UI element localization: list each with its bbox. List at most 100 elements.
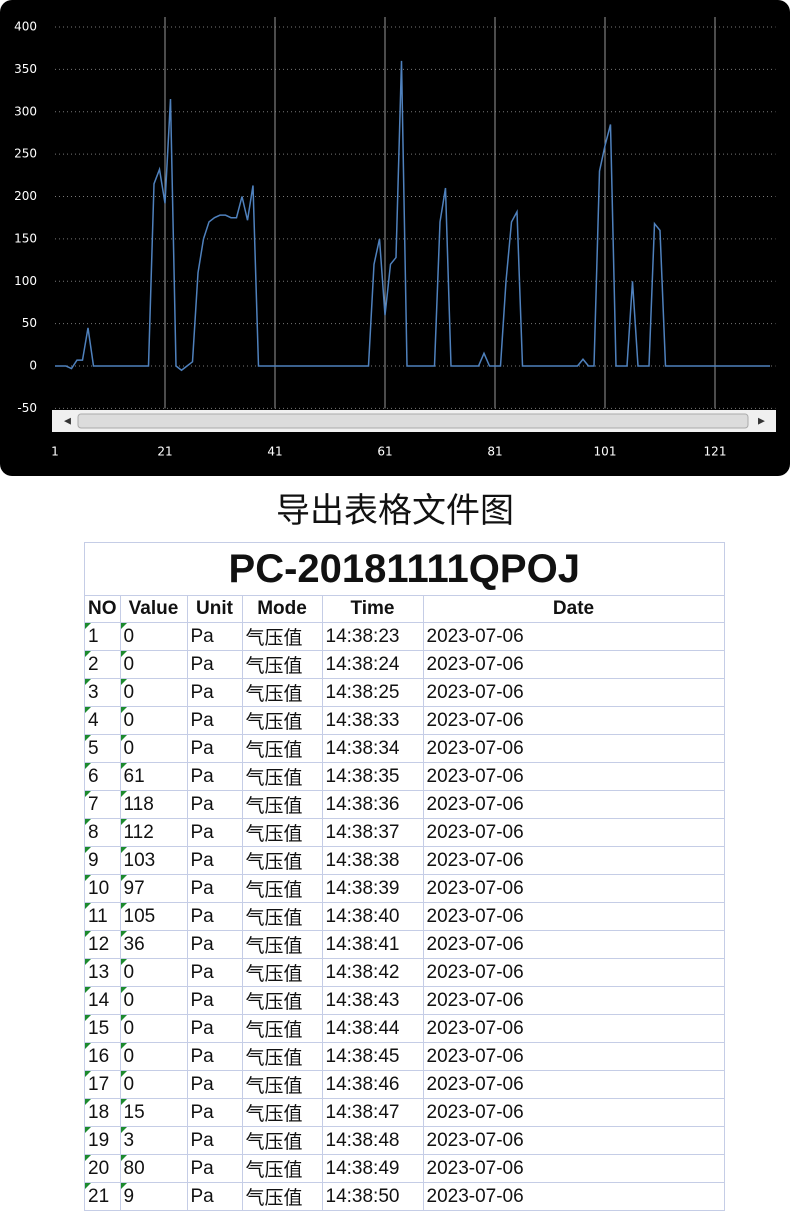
table-cell: 7 [84,790,121,819]
table-cell: 6 [84,762,121,791]
table-cell: 气压值 [241,650,323,679]
table-cell: 112 [119,818,188,847]
table-cell: 2023-07-06 [422,930,725,959]
table-cell: Pa [186,1126,243,1155]
table-cell: 气压值 [241,846,323,875]
table-cell: 15 [119,1098,188,1127]
table-cell: 2023-07-06 [422,818,725,847]
table-cell: Pa [186,930,243,959]
table-cell: 4 [84,706,121,735]
table-cell: 气压值 [241,734,323,763]
table-cell: 17 [84,1070,121,1099]
chart-panel [0,0,790,476]
table-cell: 2 [84,650,121,679]
table-cell: 36 [119,930,188,959]
table-cell: 14:38:23 [321,622,424,651]
table-cell: 气压值 [241,678,323,707]
table-cell: 9 [119,1182,188,1211]
table-cell: 14:38:25 [321,678,424,707]
table-cell: Pa [186,818,243,847]
y-tick-label: 200 [14,189,37,203]
x-tick-label: 21 [157,445,172,459]
table-cell: 2023-07-06 [422,706,725,735]
table-cell: 14:38:42 [321,958,424,987]
table-cell: 气压值 [241,1070,323,1099]
y-tick-label: 250 [14,147,37,161]
table-cell: 13 [84,958,121,987]
table-cell: 气压值 [241,986,323,1015]
table-cell: 14:38:35 [321,762,424,791]
table-cell: 10 [84,874,121,903]
table-cell: Pa [186,986,243,1015]
table-title: PC-20181111QPOJ [84,542,725,596]
x-tick-label: 61 [377,445,392,459]
table-cell: 8 [84,818,121,847]
table-cell: 3 [84,678,121,707]
table-cell: 21 [84,1182,121,1211]
column-header: NO [84,595,121,623]
table-cell: 0 [119,958,188,987]
table-cell: 18 [84,1098,121,1127]
table-cell: 97 [119,874,188,903]
table-cell: 14 [84,986,121,1015]
table-cell: Pa [186,958,243,987]
table-cell: 气压值 [241,790,323,819]
table-cell: 气压值 [241,1014,323,1043]
table-cell: 0 [119,1014,188,1043]
table-cell: 118 [119,790,188,819]
y-tick-label: 400 [14,20,37,34]
table-cell: 14:38:40 [321,902,424,931]
table-cell: 3 [119,1126,188,1155]
data-table: PC-20181111QPOJ NO Value Unit Mode Time Date 1 0… [84,542,725,1211]
scroll-right[interactable]: ▶ [758,417,765,427]
table-cell: 2023-07-06 [422,1098,725,1127]
table-cell: 2023-07-06 [422,678,725,707]
table-cell: 气压值 [241,706,323,735]
table-cell: 61 [119,762,188,791]
table-cell: 16 [84,1042,121,1071]
table-cell: 气压值 [241,622,323,651]
table-cell: 气压值 [241,930,323,959]
table-cell: 气压值 [241,1154,323,1183]
table-cell: 103 [119,846,188,875]
table-cell: 14:38:44 [321,1014,424,1043]
table-cell: 2023-07-06 [422,1070,725,1099]
data-line [55,60,770,372]
table-cell: 15 [84,1014,121,1043]
table-cell: 11 [84,902,121,931]
y-tick-label: 0 [29,359,37,373]
table-cell: Pa [186,1042,243,1071]
table-cell: 14:38:48 [321,1126,424,1155]
table-cell: 14:38:36 [321,790,424,819]
table-cell: 0 [119,1042,188,1071]
y-tick-label: 350 [14,62,37,76]
table-cell: Pa [186,678,243,707]
x-tick-label: 41 [267,445,282,459]
table-cell: Pa [186,1014,243,1043]
scroll-thumb[interactable] [77,413,749,429]
table-cell: 气压值 [241,958,323,987]
table-cell: 2023-07-06 [422,1154,725,1183]
scroll-left[interactable]: ◀ [64,417,71,427]
table-cell: Pa [186,1070,243,1099]
table-cell: 14:38:39 [321,874,424,903]
table-cell: Pa [186,790,243,819]
table-cell: Pa [186,1182,243,1211]
table-cell: 0 [119,986,188,1015]
table-cell: Pa [186,734,243,763]
table-cell: 气压值 [241,762,323,791]
column-header: Date [422,595,725,623]
y-tick-label: 300 [14,104,37,118]
table-cell: 2023-07-06 [422,958,725,987]
table-cell: 2023-07-06 [422,1182,725,1211]
table-cell: Pa [186,846,243,875]
table-cell: 14:38:45 [321,1042,424,1071]
table-cell: 气压值 [241,818,323,847]
table-cell: 2023-07-06 [422,902,725,931]
table-cell: 80 [119,1154,188,1183]
table-cell: 14:38:49 [321,1154,424,1183]
table-cell: 2023-07-06 [422,846,725,875]
table-cell: 2023-07-06 [422,1126,725,1155]
